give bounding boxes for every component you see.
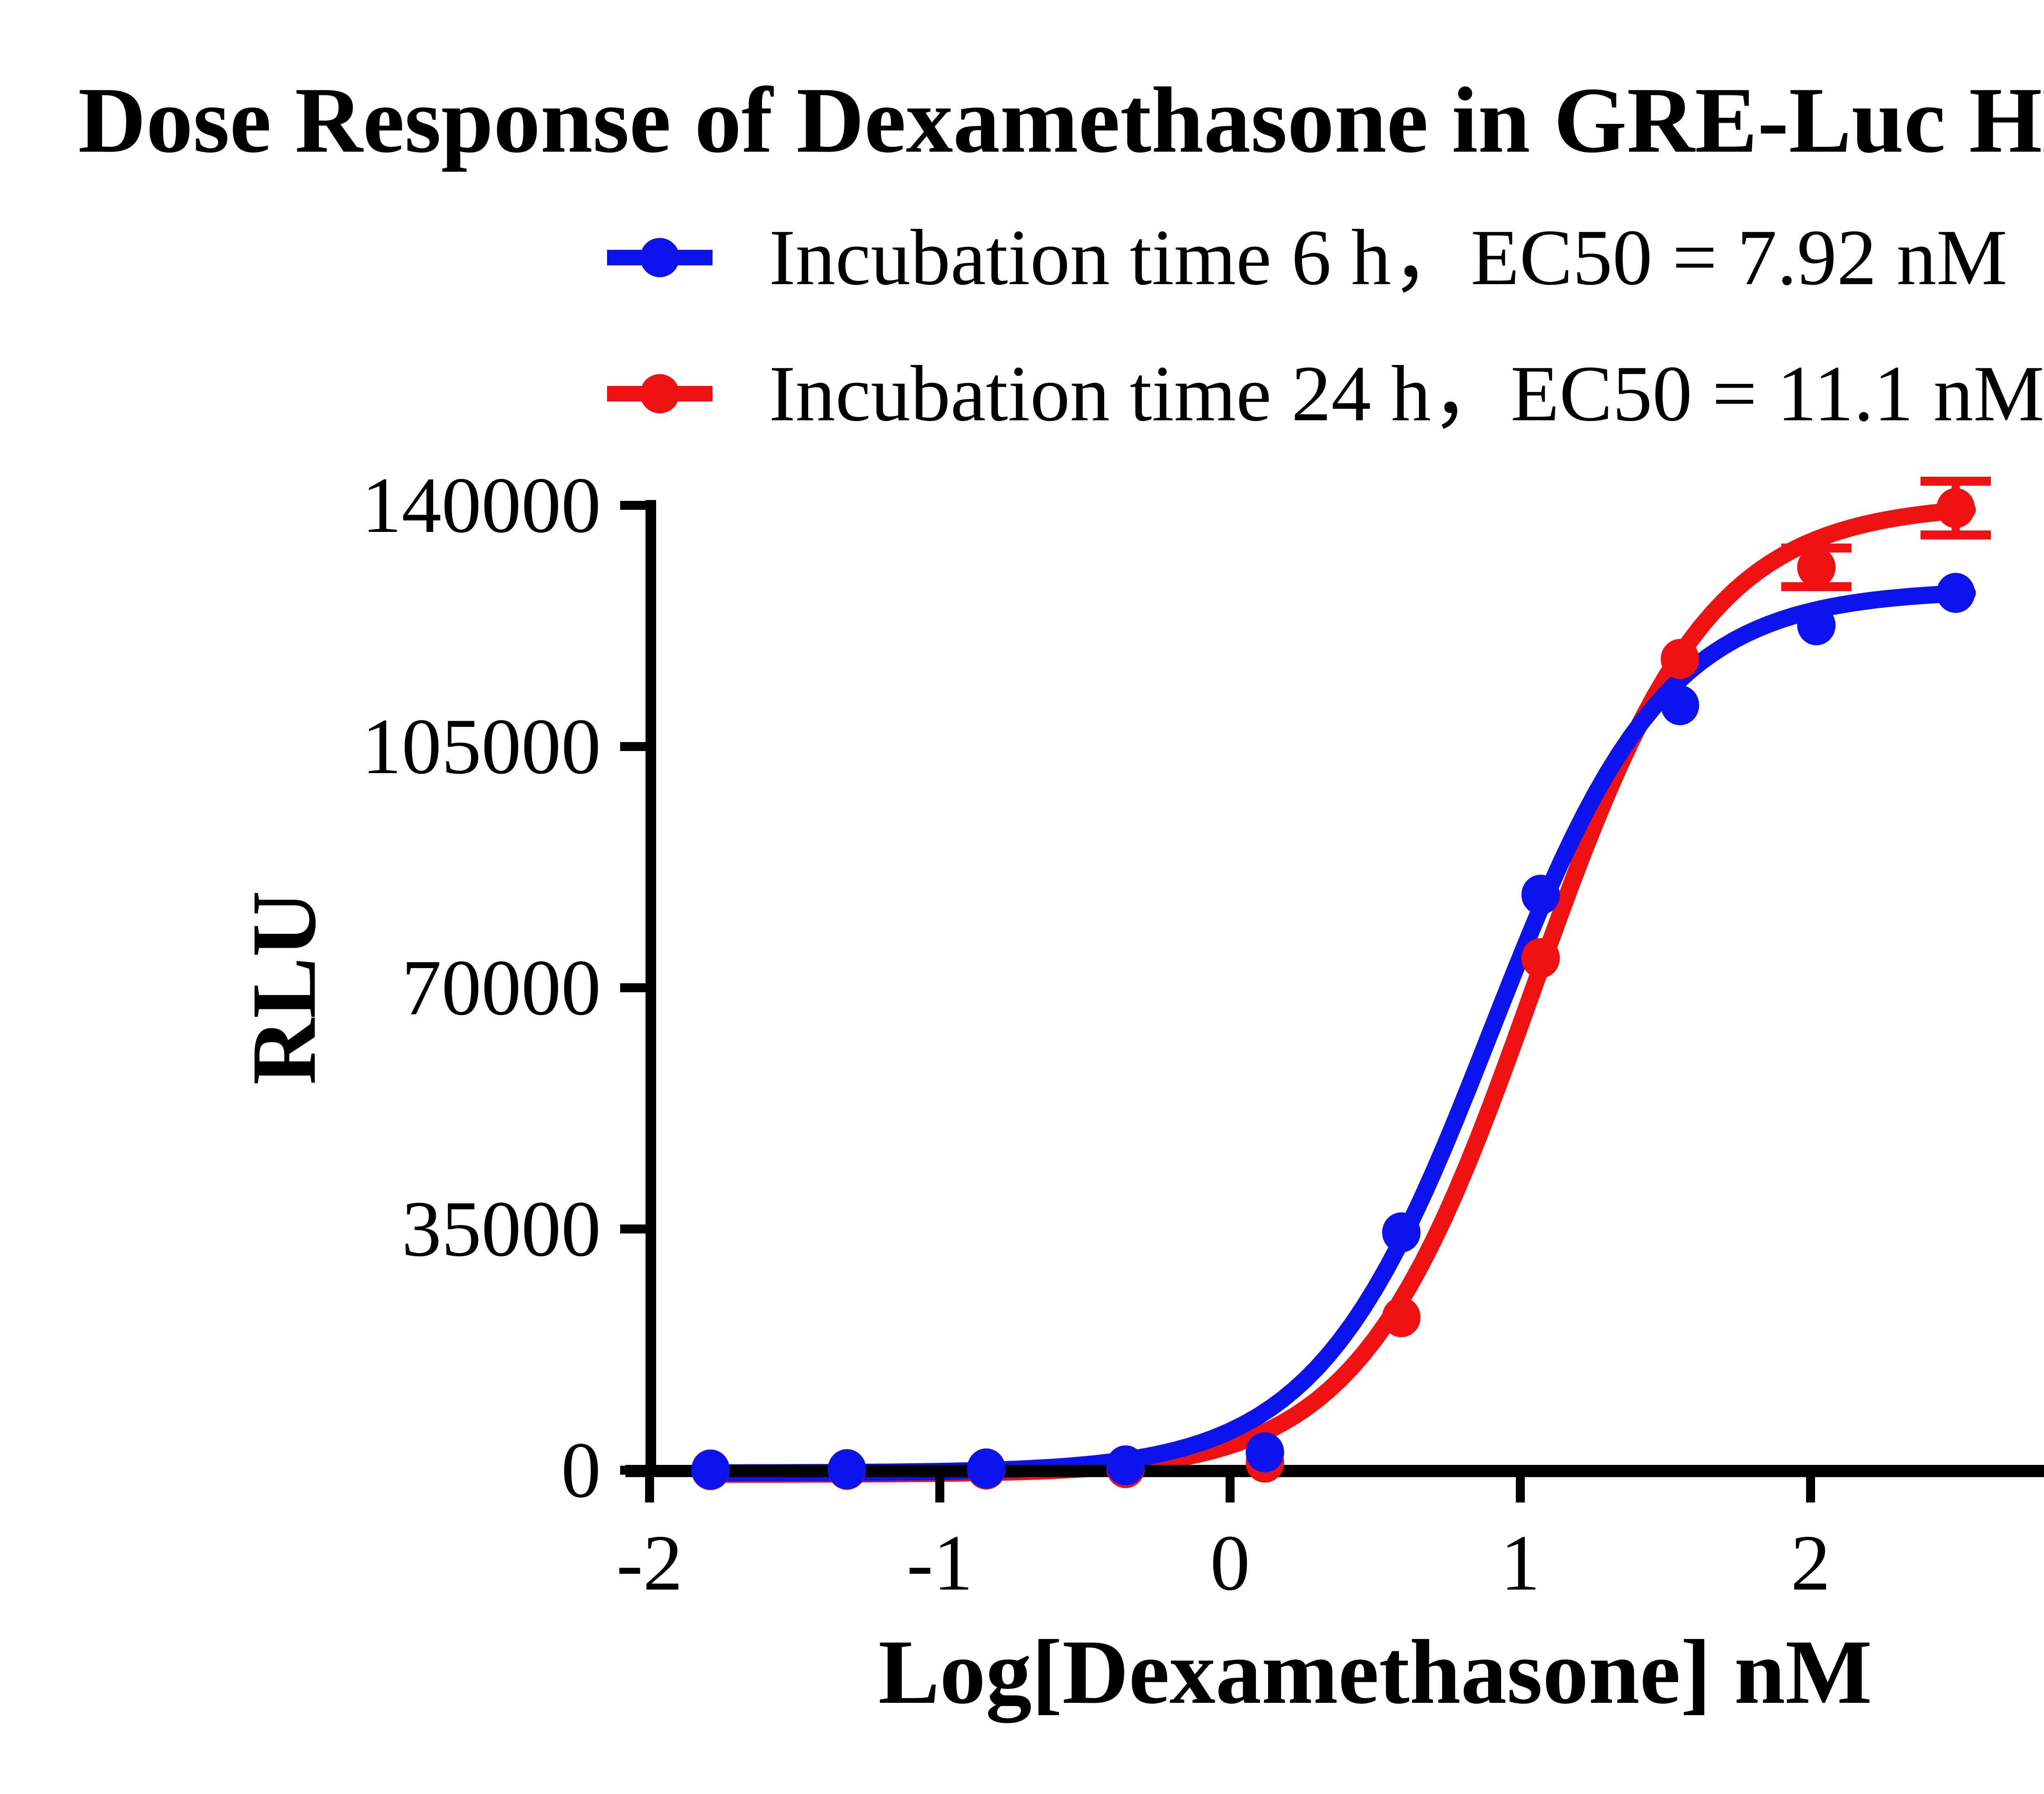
y-tick-label: 140000 [362, 461, 601, 549]
data-point-24h [1521, 938, 1560, 978]
legend-marker-dot [640, 238, 679, 277]
data-point-6h [967, 1448, 1006, 1489]
y-tick-label: 35000 [402, 1185, 601, 1273]
fit-curves [693, 501, 1976, 1483]
data-point-24h [1797, 547, 1836, 588]
x-tick [645, 1477, 654, 1502]
x-tick-label: 0 [1210, 1519, 1250, 1607]
x-tick [1516, 1477, 1525, 1502]
data-point-24h [1661, 639, 1699, 679]
data-point-6h [827, 1449, 866, 1489]
x-tick-label: -1 [907, 1519, 973, 1607]
x-axis-title: Log[Dexamethasone] nM [879, 1621, 1872, 1723]
x-tick-label: 1 [1500, 1519, 1540, 1607]
legend-label-24h: Incubation time 24 h，EC50 = 11.1 nM [769, 350, 2044, 438]
legend: Incubation time 6 h，EC50 = 7.92 nM Incub… [769, 213, 2044, 438]
legend-marker-dot [640, 374, 679, 413]
data-point-6h [1936, 573, 1975, 613]
chart-title: Dose Response of Dexamethasone in GRE-Lu… [78, 68, 2044, 172]
x-tick-label: -2 [616, 1519, 683, 1607]
y-tick-label: 70000 [402, 944, 601, 1032]
y-tick [620, 742, 645, 751]
y-tick-label: 0 [561, 1426, 601, 1514]
data-point-24h [1382, 1297, 1421, 1337]
data-point-6h [1382, 1212, 1421, 1253]
data-point-6h [1797, 605, 1836, 646]
x-tick-label: 2 [1791, 1519, 1831, 1607]
data-point-6h [1246, 1432, 1284, 1473]
fit-curve-6h [693, 584, 1976, 1482]
y-tick [620, 501, 645, 510]
data-point-6h [1661, 685, 1699, 725]
data-point-6h [1521, 875, 1560, 915]
x-tick [935, 1477, 944, 1502]
axes [625, 500, 2044, 1477]
y-tick [620, 1224, 645, 1233]
y-axis-line [645, 500, 656, 1477]
y-tick-label: 105000 [362, 702, 601, 791]
data-point-24h [1936, 488, 1975, 528]
y-tick [620, 1466, 645, 1475]
y-tick [620, 983, 645, 992]
data-points [691, 488, 1975, 1490]
x-tick [1226, 1477, 1235, 1502]
legend-label-6h: Incubation time 6 h，EC50 = 7.92 nM [769, 213, 2007, 302]
x-tick [1806, 1477, 1815, 1502]
legend-markers [607, 238, 713, 413]
y-axis-title: RLU [233, 890, 335, 1085]
fit-curve-24h [693, 501, 1976, 1483]
data-point-6h [1106, 1445, 1145, 1486]
data-point-6h [691, 1449, 730, 1490]
